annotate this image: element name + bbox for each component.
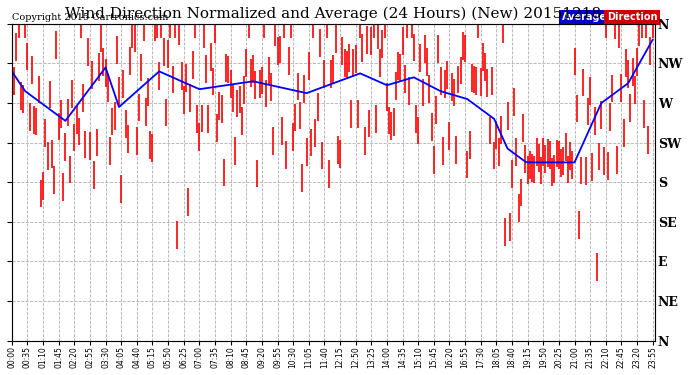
Text: Direction: Direction (607, 12, 657, 22)
Title: Wind Direction Normalized and Average (24 Hours) (New) 20151218: Wind Direction Normalized and Average (2… (66, 7, 602, 21)
Text: Average: Average (562, 12, 607, 22)
Text: Copyright 2015 Cartronics.com: Copyright 2015 Cartronics.com (12, 13, 169, 22)
